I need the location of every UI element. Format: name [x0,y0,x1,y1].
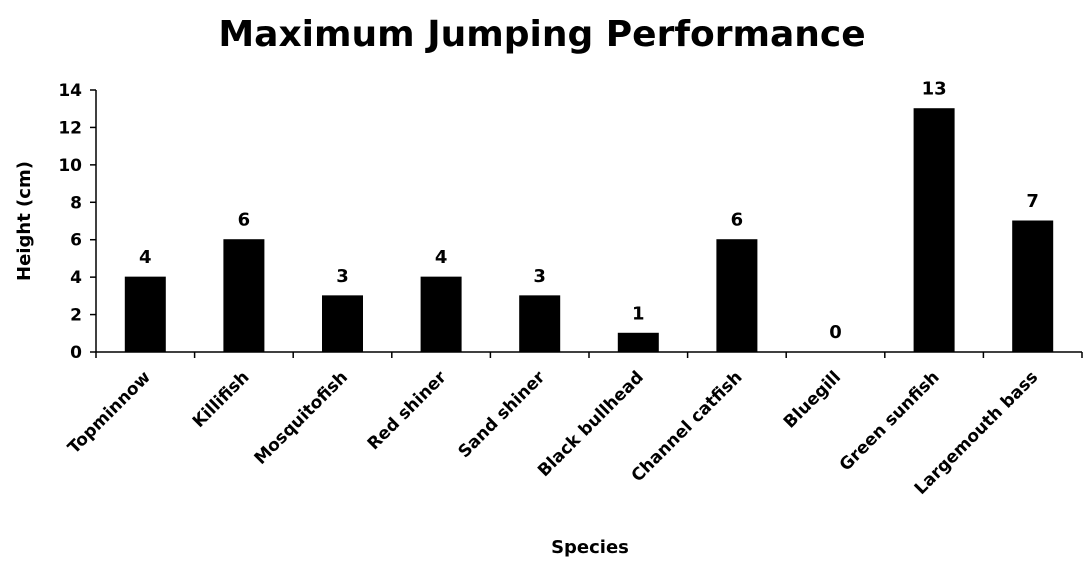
data-label: 3 [336,266,349,287]
data-label: 4 [139,247,152,268]
y-tick-label: 0 [70,343,82,363]
data-label: 6 [238,210,251,231]
data-label: 7 [1026,191,1039,212]
y-tick-label: 8 [70,193,82,213]
y-tick-label: 2 [70,306,82,326]
category-label: Bluegill [780,367,845,432]
category-label: Sand shiner [454,367,549,462]
category-label: Black bullhead [534,367,648,481]
category-label: Channel catfish [628,367,747,486]
bar [124,276,166,353]
category-label: Green sunfish [836,367,944,475]
bar [1012,220,1054,353]
bar [223,239,265,353]
bar [716,239,758,353]
category-label: Red shiner [364,367,451,454]
data-label: 4 [435,247,448,268]
category-label: Killifish [189,367,254,432]
data-label: 6 [731,210,744,231]
data-label: 3 [533,266,546,287]
y-tick-label: 14 [58,81,82,101]
bar [420,276,462,353]
y-axis-title: Height (cm) [14,161,35,281]
category-label: Mosquitofish [251,367,352,468]
y-tick-label: 10 [58,156,82,176]
bar [617,332,659,353]
y-tick-label: 4 [70,268,82,288]
chart-title: Maximum Jumping Performance [218,14,865,55]
y-tick-label: 12 [58,118,82,138]
labels: 024681012144Topminnow6Killifish3Mosquito… [58,79,1042,499]
x-axis-title: Species [551,537,629,558]
category-label: Topminnow [64,367,155,458]
bars [124,108,1054,353]
bar [322,295,363,353]
data-label: 0 [829,322,842,343]
bar [913,108,955,353]
data-label: 1 [632,303,645,324]
y-tick-label: 6 [70,231,82,251]
data-label: 13 [922,79,947,100]
bar [519,295,561,353]
